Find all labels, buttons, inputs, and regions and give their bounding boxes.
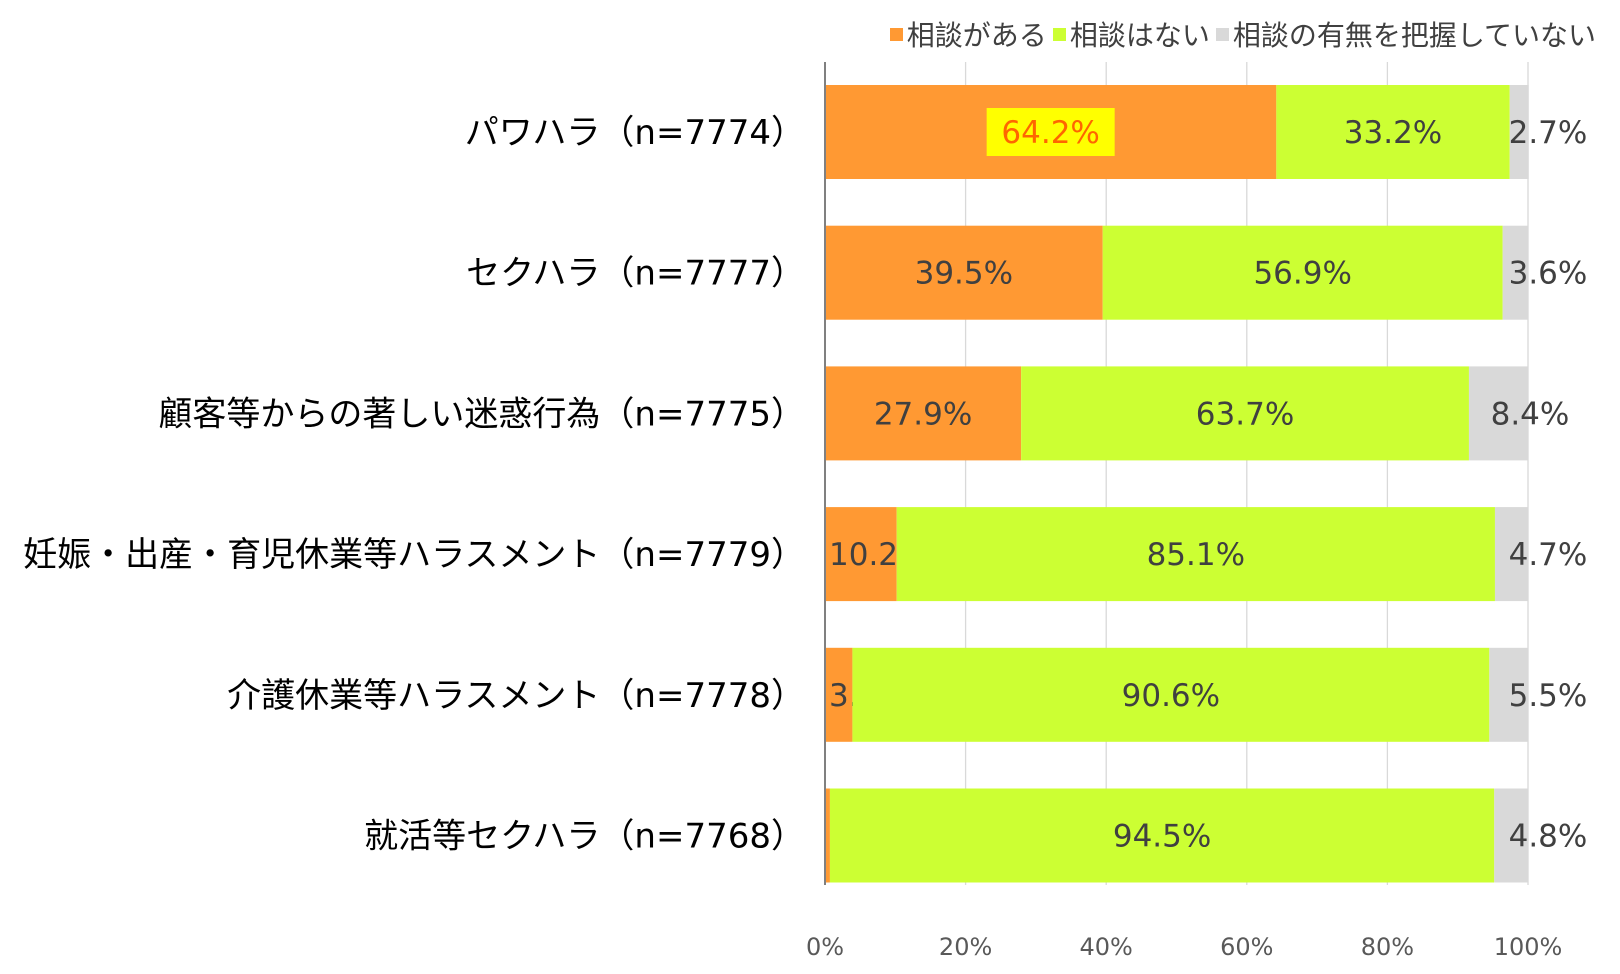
x-tick-label: 100%	[1494, 933, 1563, 961]
x-tick-label: 20%	[939, 933, 992, 961]
legend-swatch-green	[1052, 27, 1066, 41]
data-label: 33.2%	[1344, 115, 1442, 151]
bar-segment	[1494, 788, 1528, 883]
bar-segment	[829, 788, 1495, 883]
data-label: 4.8%	[1509, 819, 1588, 855]
legend-swatch-orange	[889, 27, 903, 41]
data-label: 27.9%	[874, 396, 972, 432]
data-label: 3.6%	[1509, 256, 1588, 292]
bar-segment	[1021, 366, 1469, 461]
bar-segment	[1502, 225, 1528, 320]
category-label: セクハラ（n=7777）	[466, 254, 805, 294]
legend-item-consulted: 相談がある	[889, 14, 1047, 54]
legend-item-unknown: 相談の有無を把握していない	[1215, 14, 1596, 54]
chart-legend: 相談がある 相談はない 相談の有無を把握していない	[884, 14, 1596, 54]
data-label: 90.6%	[1122, 678, 1220, 714]
data-label: 56.9%	[1253, 256, 1351, 292]
category-label: 介護休業等ハラスメント（n=7778）	[227, 676, 805, 716]
bar-segment	[1276, 85, 1510, 179]
data-label: 4.7%	[1509, 537, 1588, 573]
legend-label: 相談の有無を把握していない	[1232, 19, 1596, 52]
legend-label: 相談はない	[1069, 19, 1210, 52]
x-tick-label: 0%	[806, 933, 844, 961]
bar-segment	[825, 507, 897, 602]
data-label: 39.5%	[915, 256, 1013, 292]
legend-swatch-gray	[1215, 27, 1229, 41]
category-label: 妊娠・出産・育児休業等ハラスメント（n=7779）	[23, 535, 805, 575]
legend-label: 相談がある	[906, 19, 1047, 52]
bar-segment	[825, 647, 853, 742]
data-label: 64.2%	[1001, 115, 1099, 151]
x-tick-label: 60%	[1220, 933, 1273, 961]
bar-segment	[825, 788, 830, 883]
data-label: 8.4%	[1491, 396, 1570, 432]
bar-segment	[825, 366, 1022, 461]
category-label: 就活等セクハラ（n=7768）	[364, 817, 805, 857]
data-label: 85.1%	[1147, 537, 1245, 573]
data-label: 94.5%	[1113, 819, 1211, 855]
data-label: 2.7%	[1509, 115, 1588, 151]
bar-segment	[1489, 647, 1528, 742]
x-tick-label: 80%	[1361, 933, 1414, 961]
data-label: 5.5%	[1509, 678, 1588, 714]
data-label-highlight	[986, 108, 1115, 156]
category-label: 顧客等からの著しい迷惑行為（n=7775）	[158, 394, 805, 434]
data-label: 63.7%	[1196, 396, 1294, 432]
category-label: パワハラ（n=7774）	[465, 113, 805, 153]
x-tick-label: 40%	[1080, 933, 1133, 961]
bar-segment	[896, 507, 1495, 602]
bar-segment	[1509, 85, 1529, 179]
bar-segment	[1468, 366, 1528, 461]
bar-segment	[852, 647, 1490, 742]
bar-segment	[825, 225, 1103, 320]
legend-item-not-consulted: 相談はない	[1052, 14, 1210, 54]
bar-segment	[1494, 507, 1528, 602]
bar-segment	[1102, 225, 1503, 320]
